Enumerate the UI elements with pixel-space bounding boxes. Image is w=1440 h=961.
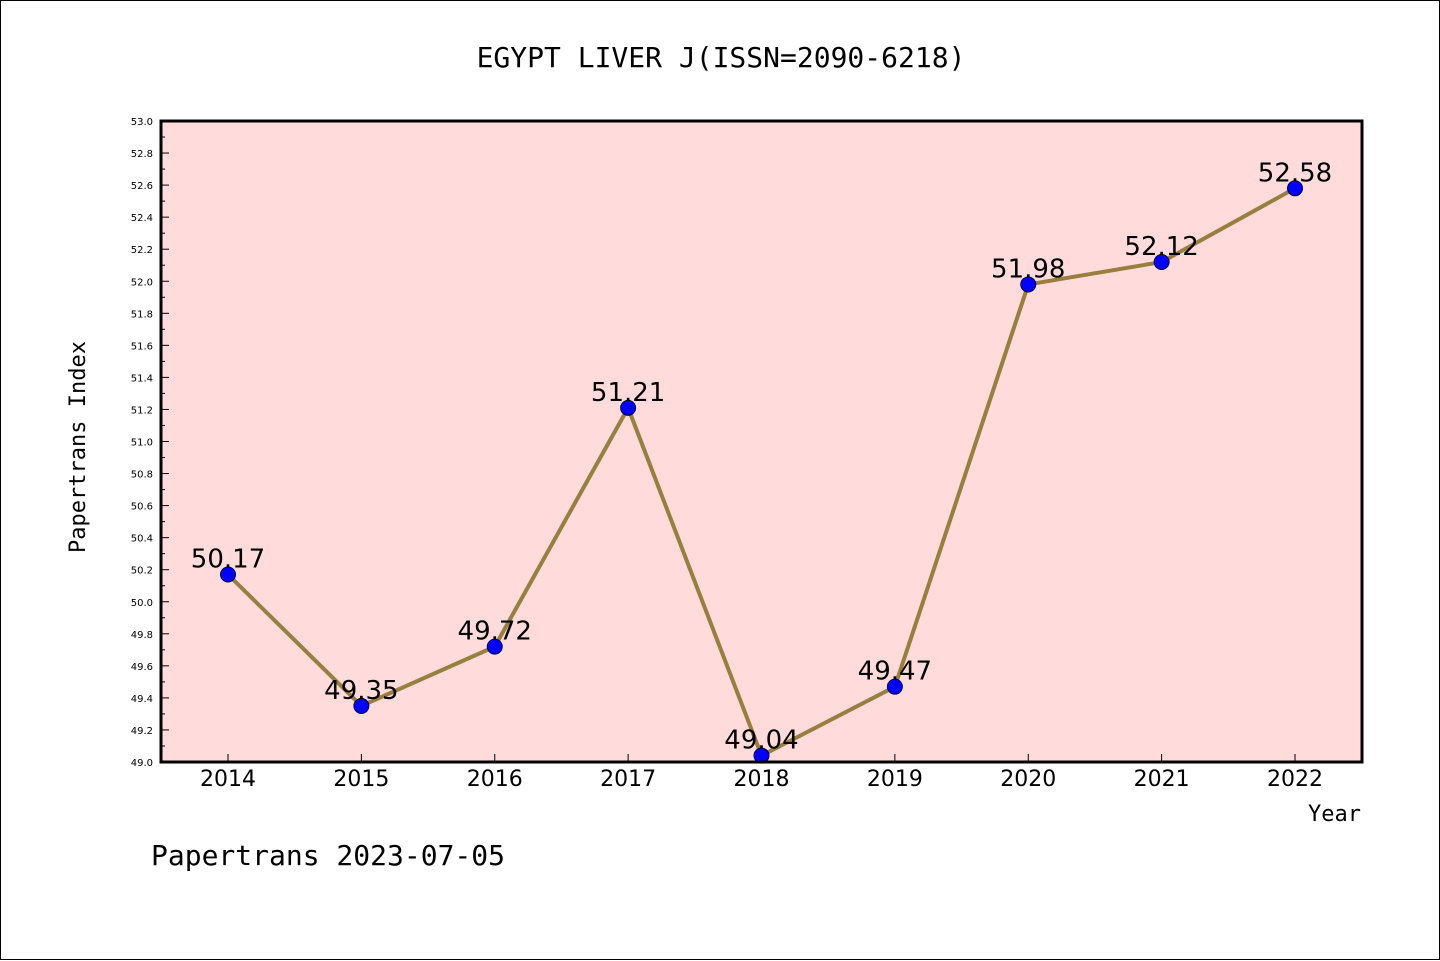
y-tick-label: 49.2 bbox=[131, 726, 153, 737]
y-tick-label: 53.0 bbox=[131, 117, 153, 128]
y-tick-label: 51.8 bbox=[131, 309, 153, 320]
data-point bbox=[1020, 276, 1037, 293]
x-tick-label: 2018 bbox=[734, 767, 790, 792]
x-axis-ticks: 2014 2015 2016 2017 2018 2019 2020 2021 2022 bbox=[200, 754, 1323, 792]
y-tick-label: 50.6 bbox=[131, 502, 153, 513]
x-tick-label: 2020 bbox=[1000, 767, 1056, 792]
y-tick-label: 49.6 bbox=[131, 662, 153, 673]
data-point bbox=[1153, 254, 1170, 271]
x-tick-label: 2022 bbox=[1267, 767, 1323, 792]
y-tick-label: 50.0 bbox=[131, 598, 153, 609]
y-tick-label: 49.8 bbox=[131, 630, 153, 641]
y-tick-label: 49.0 bbox=[131, 758, 153, 769]
data-point bbox=[1287, 180, 1303, 197]
y-tick-label: 49.4 bbox=[131, 694, 153, 705]
data-label: 52.58 bbox=[1258, 158, 1332, 188]
data-label: 52.12 bbox=[1124, 232, 1198, 262]
data-label: 50.17 bbox=[191, 545, 265, 575]
data-label: 49.47 bbox=[858, 657, 932, 687]
data-label: 51.98 bbox=[991, 254, 1065, 284]
footer-credit: Papertrans 2023-07-05 bbox=[151, 839, 505, 872]
data-point bbox=[486, 638, 503, 655]
x-tick-label: 2019 bbox=[867, 767, 923, 792]
data-labels: 50.17 49.35 49.72 51.21 49.04 49.47 51.98 52.12… bbox=[191, 158, 1332, 755]
y-tick-label: 50.4 bbox=[131, 534, 153, 545]
data-label: 49.72 bbox=[458, 617, 532, 647]
y-axis-ticks: 49.0 49.2 49.4 49.6 49.8 50.0 50.2 50.4 50.6 50.8… bbox=[131, 117, 169, 769]
plot-area bbox=[161, 121, 1362, 762]
data-point bbox=[620, 399, 637, 416]
data-point bbox=[886, 678, 903, 695]
data-label: 49.04 bbox=[724, 726, 798, 756]
y-tick-label: 50.2 bbox=[131, 566, 153, 577]
chart-title: EGYPT LIVER J(ISSN=2090-6218) bbox=[477, 41, 966, 74]
data-label: 49.35 bbox=[324, 676, 398, 706]
y-tick-label: 51.4 bbox=[131, 373, 153, 384]
y-axis-label: Papertrans Index bbox=[66, 341, 91, 553]
y-tick-label: 50.8 bbox=[131, 470, 153, 481]
data-point bbox=[220, 566, 236, 583]
y-tick-label: 51.2 bbox=[131, 405, 153, 416]
y-tick-label: 52.8 bbox=[131, 149, 153, 160]
y-tick-label: 51.0 bbox=[131, 438, 153, 449]
x-tick-label: 2021 bbox=[1134, 767, 1190, 792]
plot-border bbox=[159, 119, 1364, 764]
x-axis-label: Year bbox=[1308, 802, 1361, 827]
y-tick-label: 52.4 bbox=[131, 213, 153, 224]
data-point bbox=[353, 697, 370, 714]
y-tick-label: 52.6 bbox=[131, 181, 153, 192]
x-tick-label: 2015 bbox=[333, 767, 389, 792]
y-tick-label: 51.6 bbox=[131, 341, 153, 352]
series-markers bbox=[220, 180, 1303, 764]
data-label: 51.21 bbox=[591, 378, 665, 408]
x-tick-label: 2016 bbox=[467, 767, 523, 792]
x-tick-label: 2014 bbox=[200, 767, 256, 792]
x-tick-label: 2017 bbox=[600, 767, 656, 792]
y-tick-label: 52.2 bbox=[131, 245, 153, 256]
y-tick-label: 52.0 bbox=[131, 277, 153, 288]
